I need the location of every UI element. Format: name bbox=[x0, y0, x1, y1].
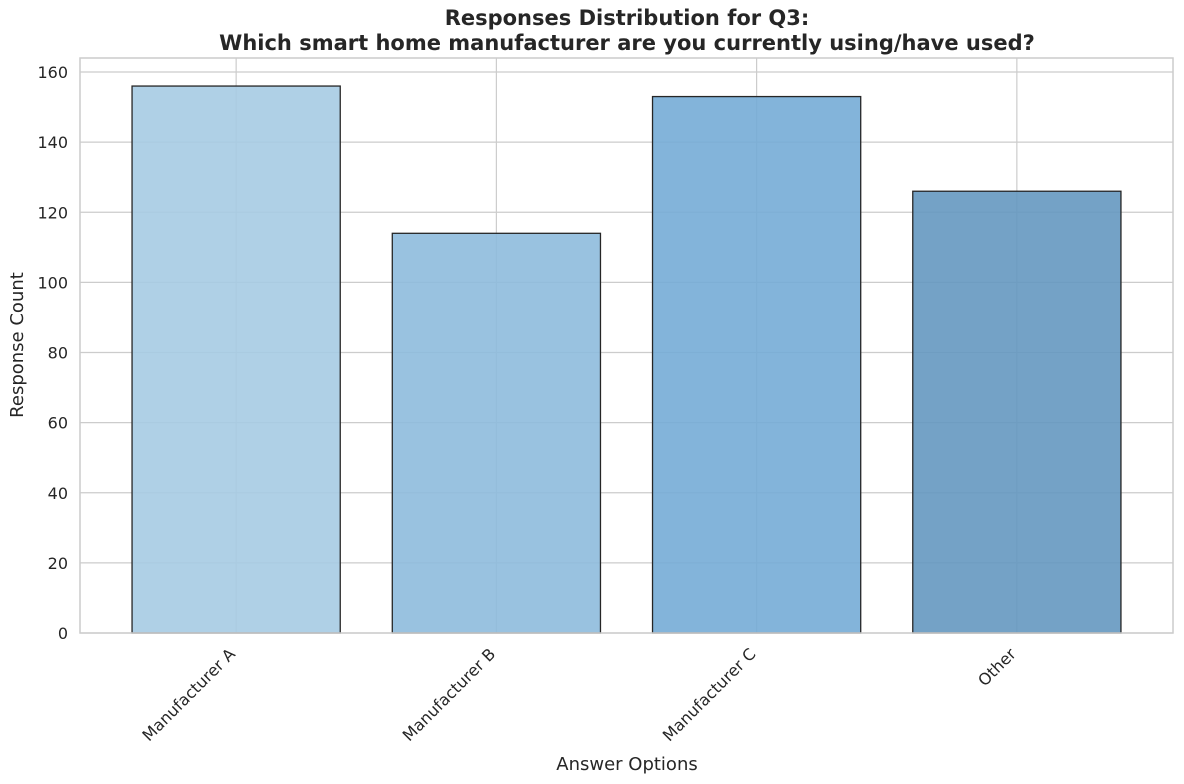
y-tick-label: 100 bbox=[37, 273, 68, 292]
y-tick-label: 160 bbox=[37, 63, 68, 82]
y-tick-label: 140 bbox=[37, 133, 68, 152]
y-tick-label: 120 bbox=[37, 203, 68, 222]
y-tick-label: 60 bbox=[48, 414, 68, 433]
bar-manufacturer-c bbox=[651, 95, 862, 634]
y-tick-label: 40 bbox=[48, 484, 68, 503]
plot-frame bbox=[79, 57, 1174, 634]
x-axis-label: Answer Options bbox=[556, 754, 697, 775]
x-tick-label: Manufacturer C bbox=[659, 644, 760, 745]
y-tick-labels: 0 20 40 60 80 100 120 140 160 bbox=[37, 63, 68, 643]
x-tick-label: Manufacturer B bbox=[399, 644, 500, 745]
bar-other bbox=[912, 190, 1122, 634]
bar-manufacturer-b bbox=[391, 232, 602, 634]
y-tick-label: 0 bbox=[58, 624, 68, 643]
y-tick-label: 80 bbox=[48, 344, 68, 363]
bar-manufacturer-a bbox=[131, 85, 341, 634]
y-tick-label: 20 bbox=[48, 554, 68, 573]
y-axis-label: Response Count bbox=[7, 272, 28, 418]
x-tick-label: Manufacturer A bbox=[138, 644, 239, 745]
bars bbox=[131, 85, 1122, 634]
chart-title-line-2: Which smart home manufacturer are you cu… bbox=[219, 31, 1035, 55]
x-tick-labels: Manufacturer A Manufacturer B Manufacturer… bbox=[138, 644, 1020, 745]
x-tick-label: Other bbox=[974, 644, 1020, 690]
chart-title-line-1: Responses Distribution for Q3: bbox=[445, 6, 810, 30]
